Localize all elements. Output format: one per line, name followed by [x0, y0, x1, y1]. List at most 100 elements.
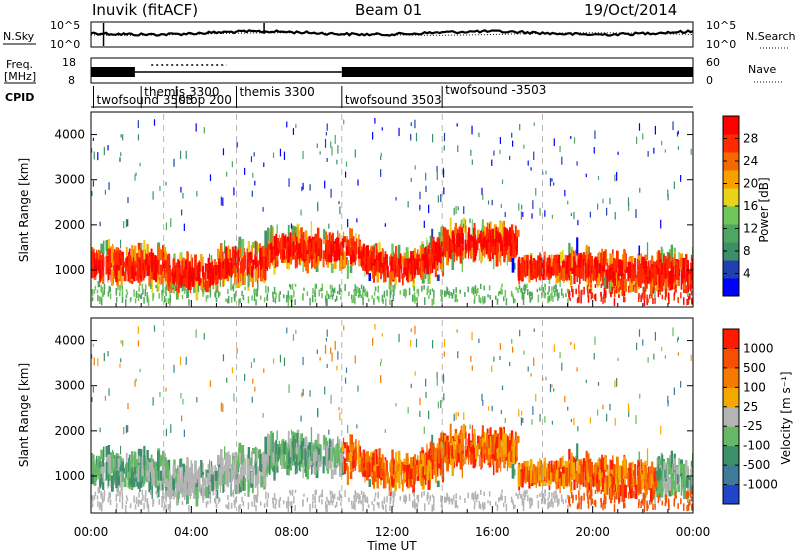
power-echo	[668, 253, 671, 269]
power-echo	[428, 204, 430, 214]
power-echo	[344, 284, 346, 292]
power-echo	[235, 253, 239, 267]
power-echo	[627, 197, 630, 207]
power-echo	[234, 265, 236, 285]
power-echo	[382, 256, 385, 273]
power-echo	[97, 280, 100, 288]
power-echo	[502, 236, 505, 244]
power-echo	[244, 286, 246, 291]
power-echo	[291, 295, 293, 303]
power-echo	[653, 265, 656, 276]
power-echo	[479, 283, 482, 289]
power-echo	[429, 256, 432, 274]
velocity-echo	[155, 462, 159, 471]
velocity-echo	[480, 452, 482, 470]
power-echo	[608, 267, 612, 280]
power-echo	[623, 278, 627, 292]
power-echo	[512, 298, 515, 304]
power-echo	[638, 123, 641, 131]
power-echo	[303, 253, 305, 263]
noise-left-tick-bottom: 10^0	[50, 38, 80, 51]
power-echo	[435, 259, 437, 273]
power-echo	[456, 123, 458, 127]
power-echo	[162, 285, 164, 293]
power-echo	[315, 252, 318, 261]
power-echo	[539, 287, 541, 291]
power-echo	[495, 230, 499, 242]
power-echo	[342, 252, 345, 260]
power-echo	[316, 227, 320, 248]
power-echo	[585, 173, 587, 178]
power-echo	[635, 209, 637, 218]
power-echo	[318, 248, 320, 259]
power-echo	[182, 257, 185, 271]
power-echo	[660, 246, 663, 267]
power-echo	[619, 278, 622, 290]
power-echo	[570, 135, 572, 139]
power-echo	[651, 255, 654, 265]
power-echo	[689, 271, 693, 288]
power-echo	[662, 255, 665, 273]
power-echo	[326, 298, 328, 307]
power-echo	[305, 230, 308, 250]
power-echo	[429, 289, 432, 296]
power-echo	[370, 254, 372, 269]
power-echo	[547, 264, 549, 273]
velocity-echo	[236, 475, 238, 487]
power-echo	[553, 285, 555, 290]
power-echo	[182, 192, 184, 199]
power-echo	[349, 250, 353, 265]
power-echo	[97, 295, 99, 302]
power-echo	[452, 289, 455, 295]
power-echo	[324, 180, 326, 189]
power-echo	[449, 243, 453, 260]
velocity-echo	[311, 463, 314, 474]
power-echo	[234, 246, 237, 266]
power-echo	[367, 257, 369, 269]
power-echo	[553, 182, 555, 186]
power-echo	[645, 269, 648, 289]
power-echo	[380, 156, 382, 160]
velocity-echo	[326, 465, 330, 474]
power-echo	[528, 291, 531, 299]
power-echo	[585, 259, 589, 272]
power-echo	[537, 255, 540, 266]
power-echo	[458, 237, 461, 256]
noise-right-tick-top: 10^5	[706, 19, 736, 32]
power-echo	[241, 261, 243, 275]
power-echo	[469, 245, 472, 254]
velocity-echo	[592, 465, 594, 474]
power-echo	[255, 241, 258, 255]
power-echo	[125, 294, 128, 299]
power-echo	[578, 284, 580, 292]
power-echo	[372, 247, 374, 263]
power-echo	[93, 289, 96, 294]
power-echo	[415, 132, 418, 142]
power-echo	[288, 178, 290, 187]
freq-block	[341, 67, 693, 77]
power-echo	[230, 273, 232, 291]
power-echo	[520, 266, 523, 281]
power-echo	[560, 288, 563, 296]
power-echo	[257, 283, 259, 291]
power-echo	[552, 258, 556, 275]
power-echo	[419, 204, 421, 209]
power-echo	[256, 248, 258, 269]
power-echo	[530, 255, 533, 274]
power-echo	[325, 249, 327, 262]
power-echo	[399, 253, 402, 270]
power-echo	[251, 190, 253, 197]
power-echo	[522, 297, 525, 306]
velocity-echo	[389, 476, 392, 492]
power-echo	[119, 284, 121, 292]
power-echo	[121, 266, 124, 276]
power-echo	[500, 247, 502, 266]
power-echo	[629, 261, 632, 279]
velocity-echo	[187, 471, 190, 489]
power-echo	[572, 256, 576, 274]
velocity-echo	[493, 448, 496, 455]
power-echo	[503, 227, 507, 247]
power-echo	[389, 256, 391, 266]
power-echo	[381, 248, 384, 263]
power-echo	[615, 286, 617, 294]
